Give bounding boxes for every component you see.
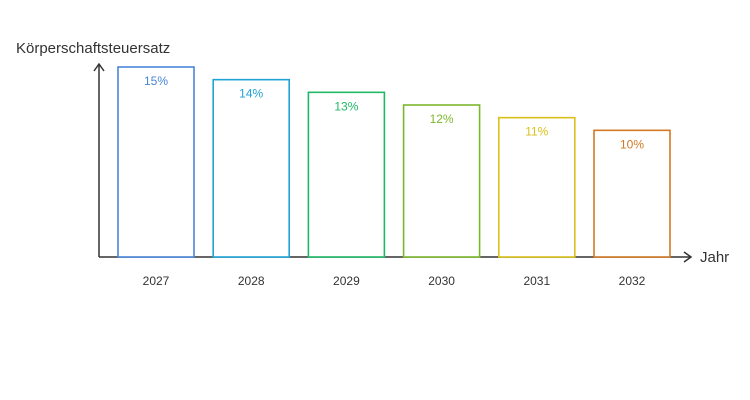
x-tick-label-2032: 2032: [619, 274, 646, 288]
bars-group: 15% 2027 14% 2028 13% 2029 12% 2030 11% 2031 10% 20…: [117, 66, 671, 288]
bar-value-label-2028: 14%: [239, 87, 263, 101]
x-tick-label-2028: 2028: [238, 274, 265, 288]
bar-value-label-2030: 12%: [430, 112, 454, 126]
y-axis-title: Körperschaftsteuersatz: [16, 40, 170, 57]
bar-value-label-2029: 13%: [334, 99, 358, 113]
bar-2030: [402, 104, 481, 258]
x-tick-label-2031: 2031: [523, 274, 550, 288]
x-tick-label-2027: 2027: [143, 274, 170, 288]
bar-2032: [593, 129, 671, 258]
bar-2028: [212, 78, 290, 258]
x-axis-arrow-icon: [683, 251, 693, 263]
bar-value-label-2027: 15%: [144, 74, 168, 88]
x-tick-label-2029: 2029: [333, 274, 360, 288]
x-axis-title: Jahr: [700, 249, 729, 266]
x-tick-label-2030: 2030: [428, 274, 455, 288]
y-axis-arrow-icon: [93, 62, 105, 72]
bar-2027: [117, 66, 195, 258]
bar-value-label-2031: 11%: [525, 125, 548, 139]
bar-2031: [497, 116, 576, 258]
bar-2029: [307, 91, 386, 258]
bar-value-label-2032: 10%: [620, 137, 644, 151]
